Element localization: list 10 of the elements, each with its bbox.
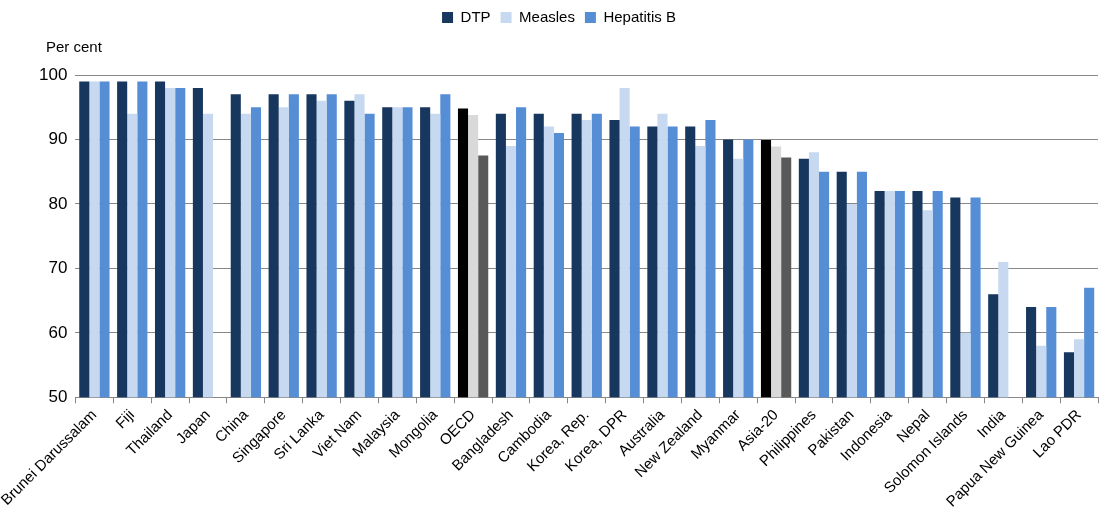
y-tick-label: 90: [48, 129, 68, 149]
y-tick-label: 70: [48, 258, 68, 278]
y-axis-title: Per cent: [46, 38, 102, 55]
legend-label: Measles: [519, 7, 575, 25]
y-tick-label: 100: [39, 64, 68, 84]
y-tick-label: 80: [48, 193, 68, 213]
y-tick-label: 60: [48, 322, 68, 342]
y-tick-label: 50: [48, 386, 68, 406]
legend-label: Hepatitis B: [603, 7, 676, 25]
legend-label: DTP: [460, 7, 491, 25]
